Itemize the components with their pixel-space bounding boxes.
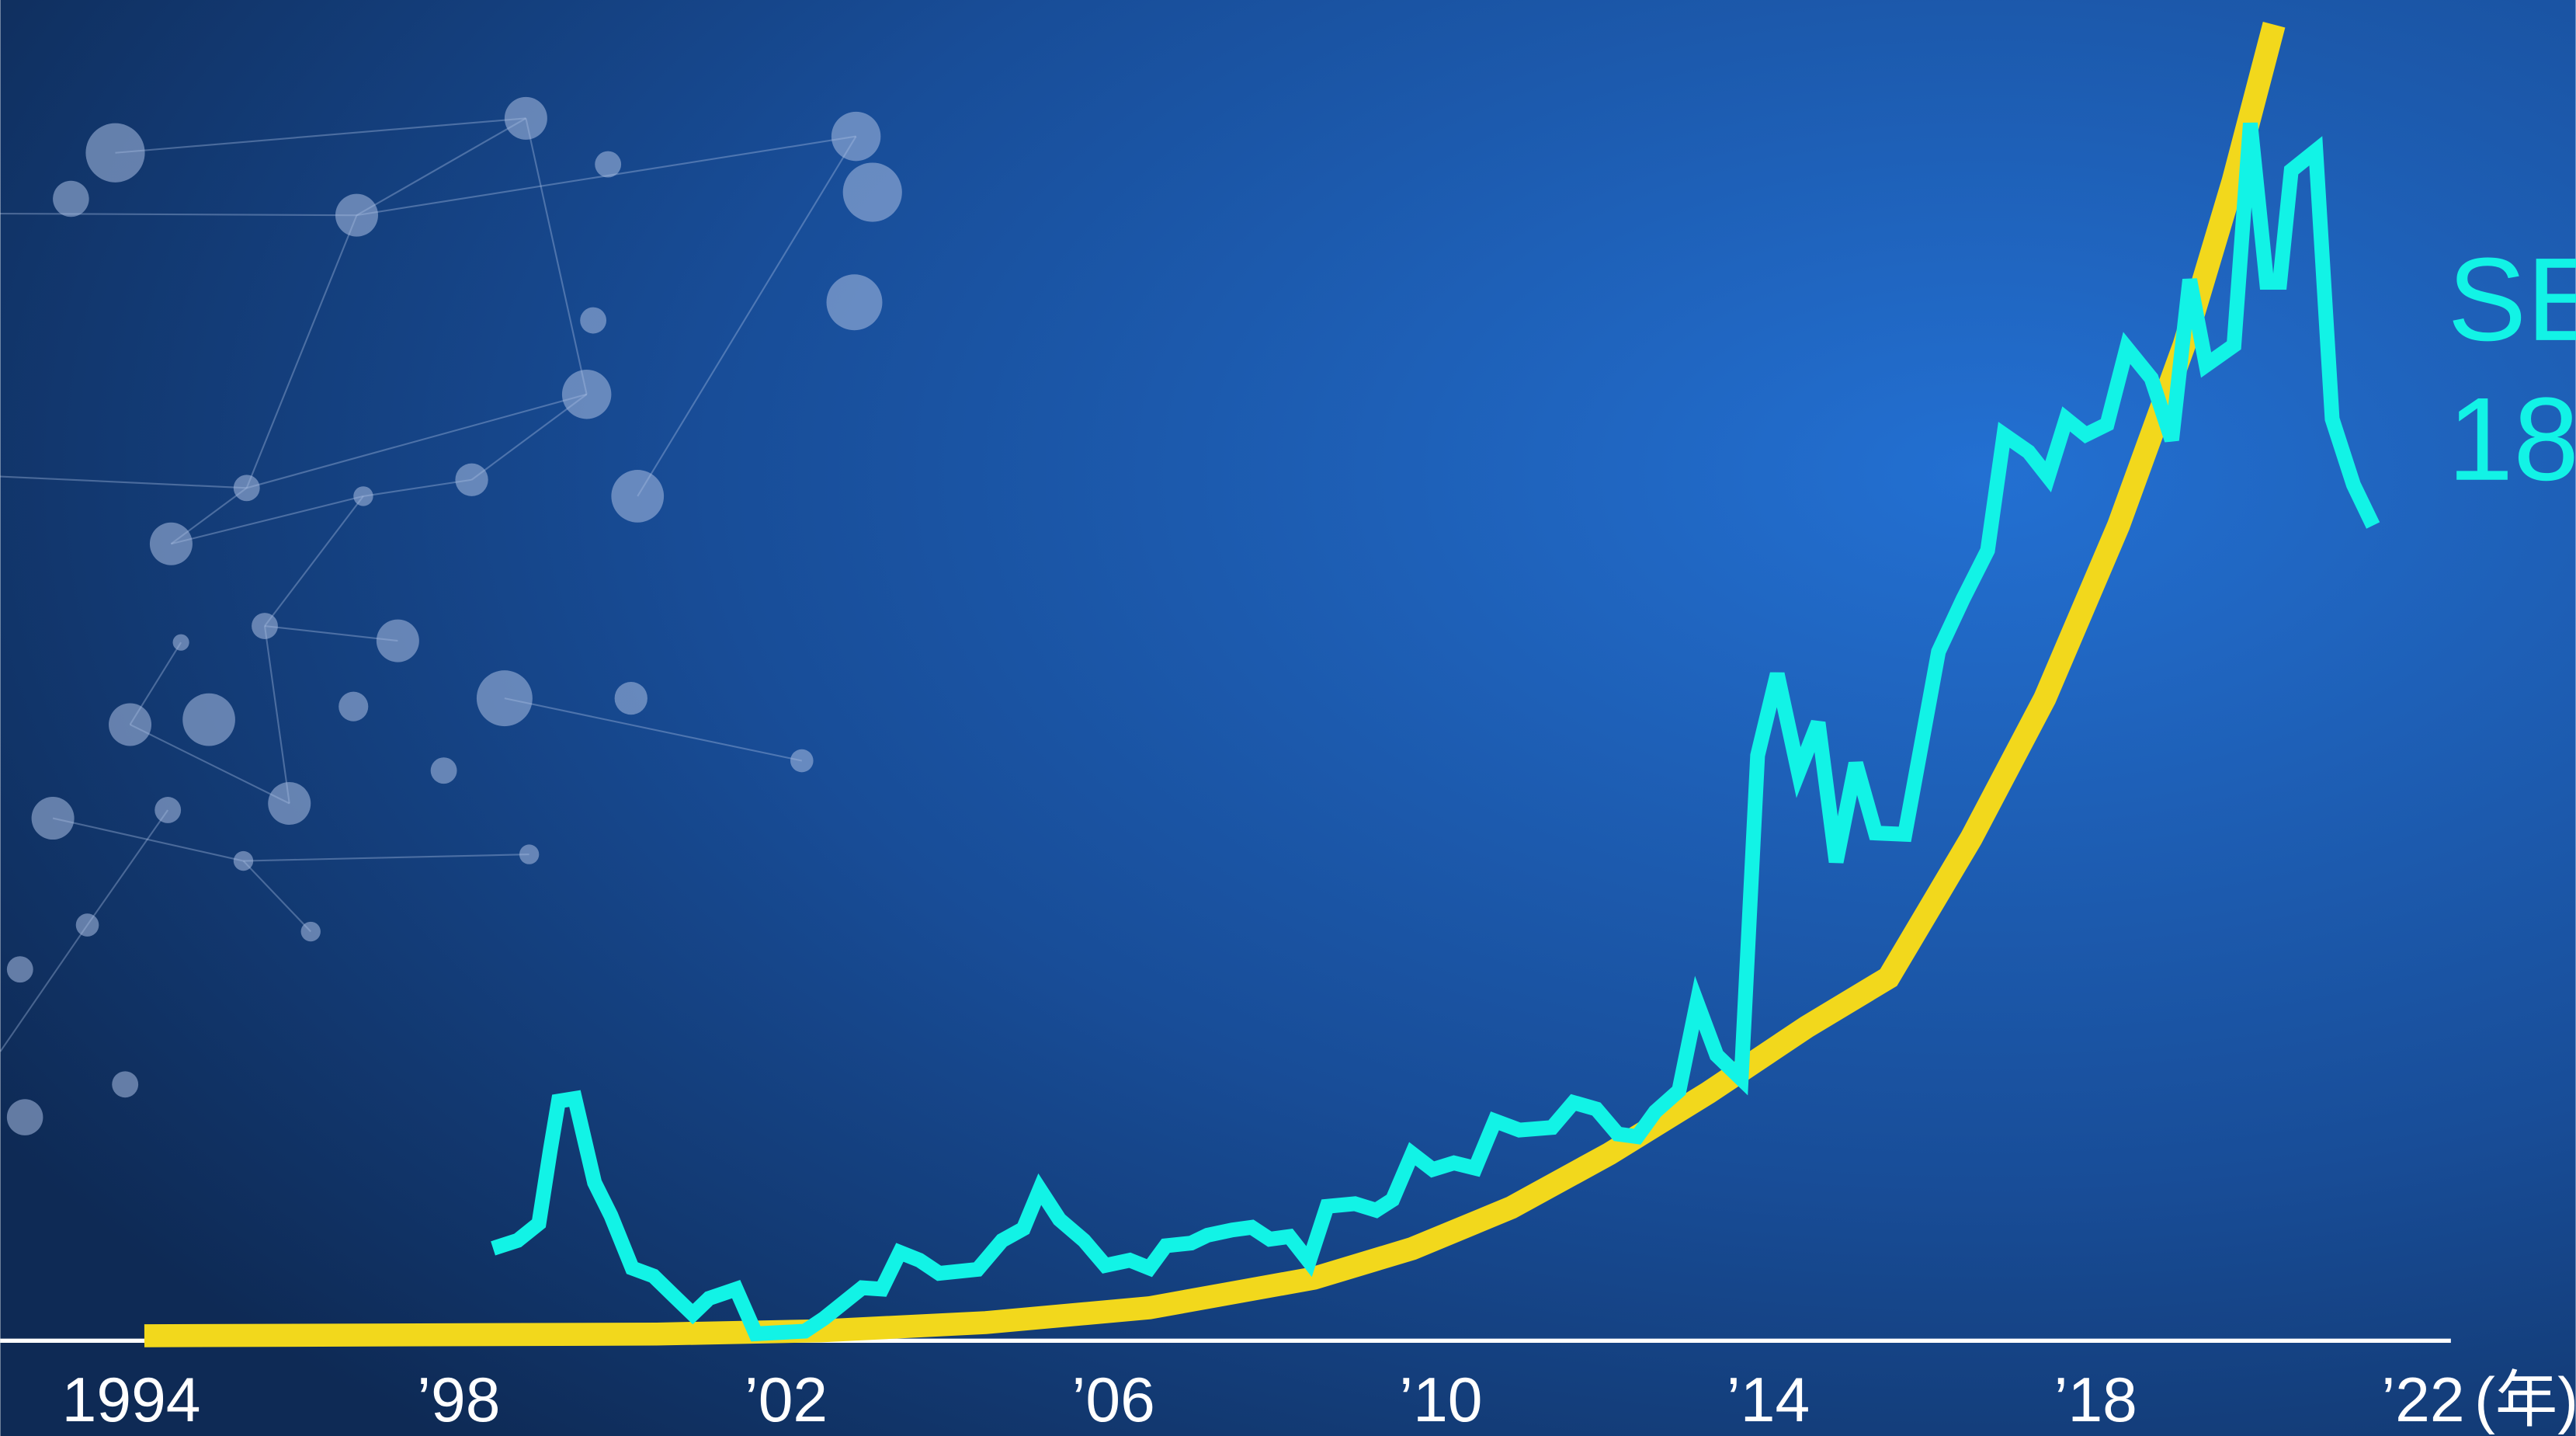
x-tick-label: ’06 <box>1072 1365 1155 1435</box>
annotation: 18 <box>2448 374 2576 506</box>
network-decoration <box>0 96 902 1135</box>
x-unit-label: (年) <box>2474 1365 2576 1435</box>
series-line <box>491 122 2380 1342</box>
x-tick-label: ’98 <box>417 1365 500 1435</box>
x-tick-label: ’10 <box>1399 1365 1482 1435</box>
annotation: SE <box>2448 234 2576 366</box>
series-line <box>144 21 2286 1347</box>
x-tick-label: ’14 <box>1727 1365 1810 1435</box>
x-tick-label: ’18 <box>2054 1365 2137 1435</box>
x-tick-label: 1994 <box>62 1365 201 1435</box>
x-tick-label: ’02 <box>745 1365 828 1435</box>
x-tick-label: ’22 <box>2381 1365 2464 1435</box>
